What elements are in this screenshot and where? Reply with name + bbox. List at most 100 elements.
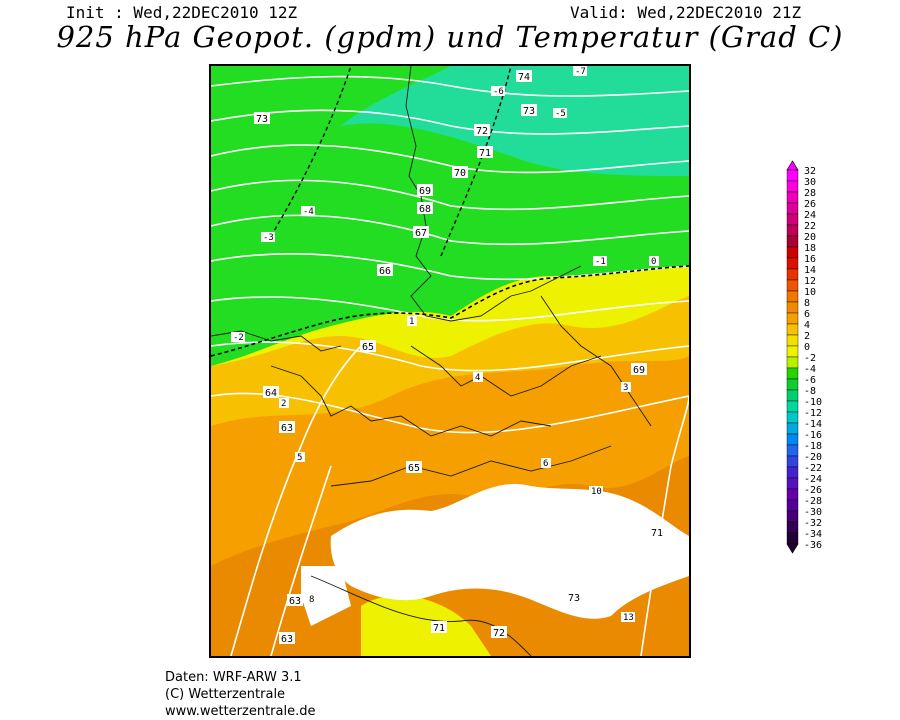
isotherm-dashed-north <box>270 66 352 237</box>
legend-label: -36 <box>804 540 822 551</box>
geo-label-72-south: 72 <box>493 628 505 639</box>
legend-label: 18 <box>804 243 816 254</box>
legend-tick-labels: 32302826242220181614121086420-2-4-6-8-10… <box>804 166 822 551</box>
legend-swatch <box>786 334 799 347</box>
temperature-labels: -7 -6 -5 -4 -3 -2 -1 0 1 2 3 4 5 6 8 10 … <box>231 66 659 623</box>
temp-label-6: 6 <box>543 459 548 469</box>
legend-swatch <box>786 400 799 413</box>
legend-label: 16 <box>804 254 816 265</box>
legend-swatch <box>786 191 799 204</box>
legend-label: 30 <box>804 177 816 188</box>
legend-swatch <box>786 301 799 314</box>
legend-arrow-top <box>786 160 799 171</box>
legend-label: 10 <box>804 287 816 298</box>
legend-swatch <box>786 268 799 281</box>
temp-label-5: 5 <box>297 453 302 463</box>
legend-label: 28 <box>804 188 816 199</box>
legend-swatch <box>786 433 799 446</box>
geo-label-73-west: 73 <box>256 114 268 125</box>
geo-label-66: 66 <box>379 266 391 277</box>
legend-label: 32 <box>804 166 816 177</box>
legend-label: -16 <box>804 430 822 441</box>
temp-label-10: 10 <box>591 487 602 497</box>
legend-label: -32 <box>804 518 822 529</box>
geo-label-71-south: 71 <box>433 623 445 634</box>
legend-label: -24 <box>804 474 822 485</box>
temp-label-4: 4 <box>475 373 480 383</box>
legend-swatch <box>786 235 799 248</box>
legend-label: 2 <box>804 331 810 342</box>
legend-swatch <box>786 323 799 336</box>
legend-label: 20 <box>804 232 816 243</box>
legend-label: 24 <box>804 210 816 221</box>
legend-swatch <box>786 510 799 523</box>
legend-label: -22 <box>804 463 822 474</box>
legend-label: 26 <box>804 199 816 210</box>
temperature-legend: 32302826242220181614121086420-2-4-6-8-10… <box>786 160 822 554</box>
geopotential-labels: 74 73 72 71 70 69 68 67 66 65 64 63 73 7… <box>254 70 665 645</box>
geo-label-64: 64 <box>265 388 277 399</box>
legend-label: 22 <box>804 221 816 232</box>
geo-label-71: 71 <box>479 148 491 159</box>
geo-label-69-east: 69 <box>633 365 645 376</box>
legend-label: 4 <box>804 320 810 331</box>
legend-label: 8 <box>804 298 810 309</box>
legend-label: 14 <box>804 265 816 276</box>
temp-label-0: 0 <box>651 257 656 267</box>
legend-swatch <box>786 356 799 369</box>
legend-swatch <box>786 378 799 391</box>
legend-label: 0 <box>804 342 810 353</box>
geo-label-65: 65 <box>362 342 374 353</box>
geo-label-63: 63 <box>281 423 293 434</box>
geo-label-74: 74 <box>518 72 530 83</box>
legend-swatch <box>786 246 799 259</box>
legend-swatch <box>786 169 799 182</box>
temp-label-minus6: -6 <box>493 87 504 97</box>
temp-label-minus5: -5 <box>555 109 566 119</box>
legend-swatch <box>786 312 799 325</box>
band-teal <box>341 66 689 176</box>
legend-swatch <box>786 279 799 292</box>
credit-website[interactable]: www.wetterzentrale.de <box>165 704 316 719</box>
legend-swatch <box>786 444 799 457</box>
geo-label-73: 73 <box>523 106 535 117</box>
legend-label: -8 <box>804 386 816 397</box>
legend-swatch <box>786 202 799 215</box>
temp-label-minus1: -1 <box>595 257 606 267</box>
legend-label: -28 <box>804 496 822 507</box>
valid-time: Valid: Wed,22DEC2010 21Z <box>570 3 802 22</box>
legend-swatch <box>786 367 799 380</box>
legend-label: 12 <box>804 276 816 287</box>
temp-label-8: 8 <box>309 595 314 605</box>
legend-label: -2 <box>804 353 816 364</box>
temp-label-minus2: -2 <box>233 333 244 343</box>
legend-swatch <box>786 389 799 402</box>
legend-swatch <box>786 290 799 303</box>
map-title: 925 hPa Geopot. (gpdm) und Temperatur (G… <box>56 20 844 54</box>
credit-copyright: (C) Wetterzentrale <box>165 687 286 702</box>
freezing-isotherm <box>211 265 689 357</box>
geo-label-69: 69 <box>419 186 431 197</box>
init-time: Init : Wed,22DEC2010 12Z <box>66 3 298 22</box>
geo-label-65-central: 65 <box>408 463 420 474</box>
legend-swatch <box>786 411 799 424</box>
temp-label-2: 2 <box>281 399 286 409</box>
legend-label: -4 <box>804 364 816 375</box>
forecast-map: 74 73 72 71 70 69 68 67 66 65 64 63 73 7… <box>209 64 691 658</box>
legend-label: -14 <box>804 419 822 430</box>
legend-swatch <box>786 488 799 501</box>
legend-colorbar <box>786 160 799 554</box>
geo-label-63-corner: 63 <box>281 634 293 645</box>
legend-swatch <box>786 224 799 237</box>
credit-data-source: Daten: WRF-ARW 3.1 <box>165 670 302 685</box>
geo-label-68: 68 <box>419 204 431 215</box>
temp-label-minus4: -4 <box>303 207 314 217</box>
legend-label: -18 <box>804 441 822 452</box>
terrain-mask-southwest <box>301 566 351 626</box>
legend-swatch <box>786 521 799 534</box>
legend-swatch <box>786 180 799 193</box>
geo-label-63-south: 63 <box>289 596 301 607</box>
legend-label: -6 <box>804 375 816 386</box>
legend-label: 6 <box>804 309 810 320</box>
legend-arrow-bottom <box>786 543 799 554</box>
